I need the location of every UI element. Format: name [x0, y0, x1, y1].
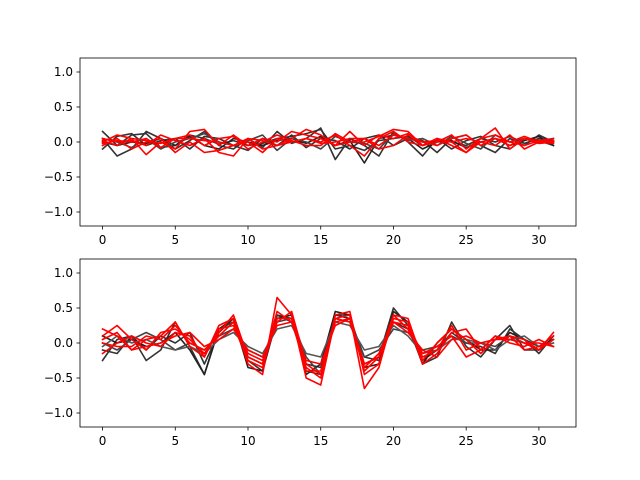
x-tick-label: 5 — [171, 434, 179, 448]
y-tick-label: 0.5 — [54, 100, 73, 114]
y-tick-label: −1.0 — [44, 205, 73, 219]
x-tick-label: 10 — [240, 434, 255, 448]
x-tick-label: 0 — [99, 434, 107, 448]
x-tick-label: 20 — [386, 233, 401, 247]
y-tick-label: 1.0 — [54, 65, 73, 79]
y-tick-label: 1.0 — [54, 266, 73, 280]
x-tick-label: 25 — [459, 233, 474, 247]
series-line-10 — [101, 317, 555, 365]
x-tick-label: 15 — [313, 434, 328, 448]
y-tick-label: −1.0 — [44, 406, 73, 420]
y-tick-label: 0.5 — [54, 301, 73, 315]
x-tick-label: 10 — [240, 233, 255, 247]
x-tick-label: 20 — [386, 434, 401, 448]
series-line-10 — [101, 134, 555, 154]
x-tick-label: 30 — [531, 434, 546, 448]
x-tick-label: 25 — [459, 434, 474, 448]
y-tick-label: −0.5 — [44, 170, 73, 184]
y-tick-label: 0.0 — [54, 135, 73, 149]
y-tick-label: 0.0 — [54, 336, 73, 350]
x-tick-label: 5 — [171, 233, 179, 247]
y-tick-label: −0.5 — [44, 371, 73, 385]
x-tick-label: 30 — [531, 233, 546, 247]
x-tick-label: 0 — [99, 233, 107, 247]
chart-panel-1: 0 5 10 15 20 25 30 −1.0 −0.5 0.0 0.5 1.0 — [44, 57, 577, 247]
chart-panel-2: 0 5 10 15 20 25 30 −1.0 −0.5 0.0 0.5 1.0 — [44, 258, 577, 448]
x-tick-label: 15 — [313, 233, 328, 247]
